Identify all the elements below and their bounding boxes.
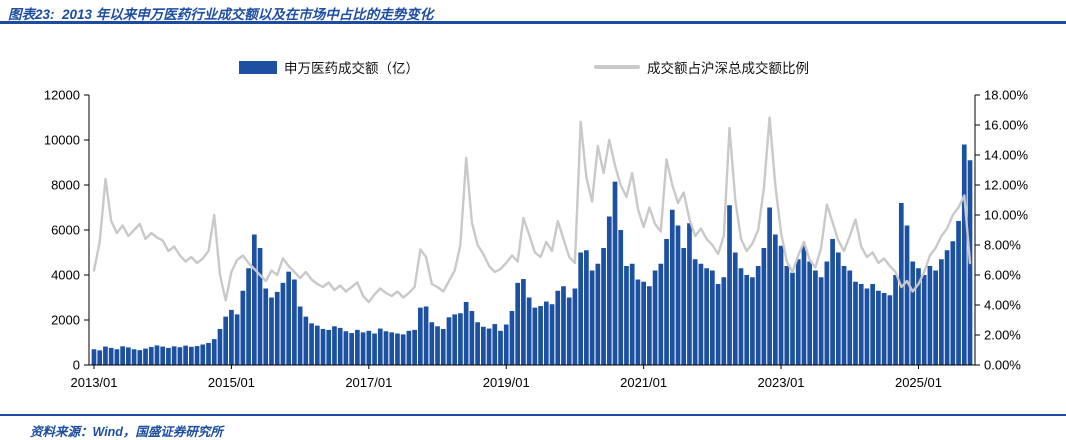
svg-text:4.00%: 4.00% (984, 298, 1021, 313)
svg-text:2017/01: 2017/01 (345, 375, 392, 390)
svg-text:0: 0 (73, 358, 80, 373)
source-note: 资料来源：Wind，国盛证券研究所 (30, 425, 223, 439)
svg-text:4000: 4000 (51, 268, 80, 283)
svg-text:2015/01: 2015/01 (208, 375, 255, 390)
bar-swatch-icon (239, 60, 277, 74)
chart-legend: 申万医药成交额（亿） 成交额占沪深总成交额比例 (0, 57, 1066, 77)
legend-item-ratio: 成交额占沪深总成交额比例 (594, 57, 809, 77)
svg-text:2019/01: 2019/01 (483, 375, 530, 390)
svg-text:10000: 10000 (44, 133, 80, 148)
svg-text:10.00%: 10.00% (984, 208, 1029, 223)
svg-text:2023/01: 2023/01 (758, 375, 805, 390)
svg-text:0.00%: 0.00% (984, 358, 1021, 373)
svg-text:18.00%: 18.00% (984, 88, 1029, 103)
legend-label-ratio: 成交额占沪深总成交额比例 (647, 61, 809, 76)
svg-text:6000: 6000 (51, 223, 80, 238)
svg-text:2025/01: 2025/01 (895, 375, 942, 390)
svg-text:2.00%: 2.00% (984, 328, 1021, 343)
figure-title-bar: 图表23: 2013 年以来申万医药行业成交额以及在市场中占比的走势变化 (0, 0, 1066, 24)
svg-text:8000: 8000 (51, 178, 80, 193)
svg-text:6.00%: 6.00% (984, 268, 1021, 283)
legend-label-volume: 申万医药成交额（亿） (284, 61, 419, 76)
line-swatch-icon (594, 65, 640, 69)
legend-item-volume: 申万医药成交额（亿） (239, 57, 419, 77)
svg-text:2013/01: 2013/01 (71, 375, 118, 390)
combo-chart: 0 2000 4000 6000 8000 10000 12000 0.00% 2.00% 4.0… (44, 88, 1029, 391)
svg-text:12.00%: 12.00% (984, 178, 1029, 193)
svg-text:2021/01: 2021/01 (620, 375, 667, 390)
svg-text:8.00%: 8.00% (984, 238, 1021, 253)
figure-title: 图表23: 2013 年以来申万医药行业成交额以及在市场中占比的走势变化 (8, 7, 434, 22)
figure-footer-bar: 资料来源：Wind，国盛证券研究所 (0, 414, 1066, 440)
svg-text:14.00%: 14.00% (984, 148, 1029, 163)
svg-text:16.00%: 16.00% (984, 118, 1029, 133)
svg-text:12000: 12000 (44, 88, 80, 103)
svg-text:2000: 2000 (51, 313, 80, 328)
